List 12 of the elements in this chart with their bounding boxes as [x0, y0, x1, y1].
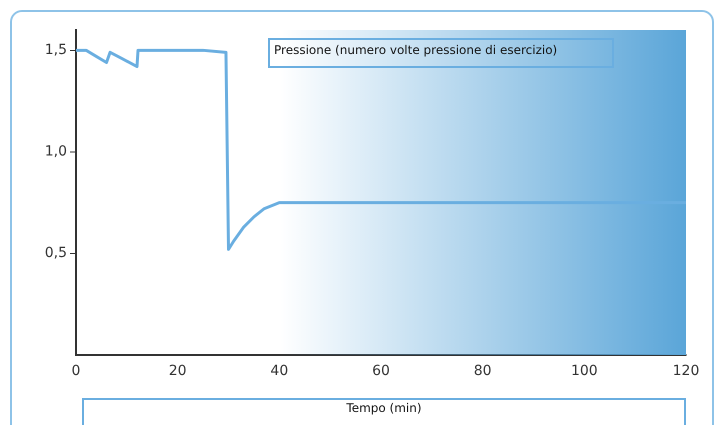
- x-tick-label: 100: [570, 363, 598, 380]
- y-tick-label: 1,5: [44, 42, 67, 58]
- x-tick-label: 80: [474, 363, 492, 380]
- y-tick-label: 1,0: [44, 144, 67, 160]
- x-tick-label: 0: [72, 363, 80, 380]
- x-tick-label: 40: [270, 363, 288, 380]
- x-axis-title: Tempo (min): [82, 398, 686, 425]
- x-tick-label: 120: [672, 363, 700, 380]
- x-tick-label: 60: [372, 363, 390, 380]
- y-tick-label: 0,5: [44, 245, 67, 262]
- y-axis-title: Pressione (numero volte pressione di esercizio): [268, 38, 614, 68]
- x-tick-label: 20: [168, 363, 187, 380]
